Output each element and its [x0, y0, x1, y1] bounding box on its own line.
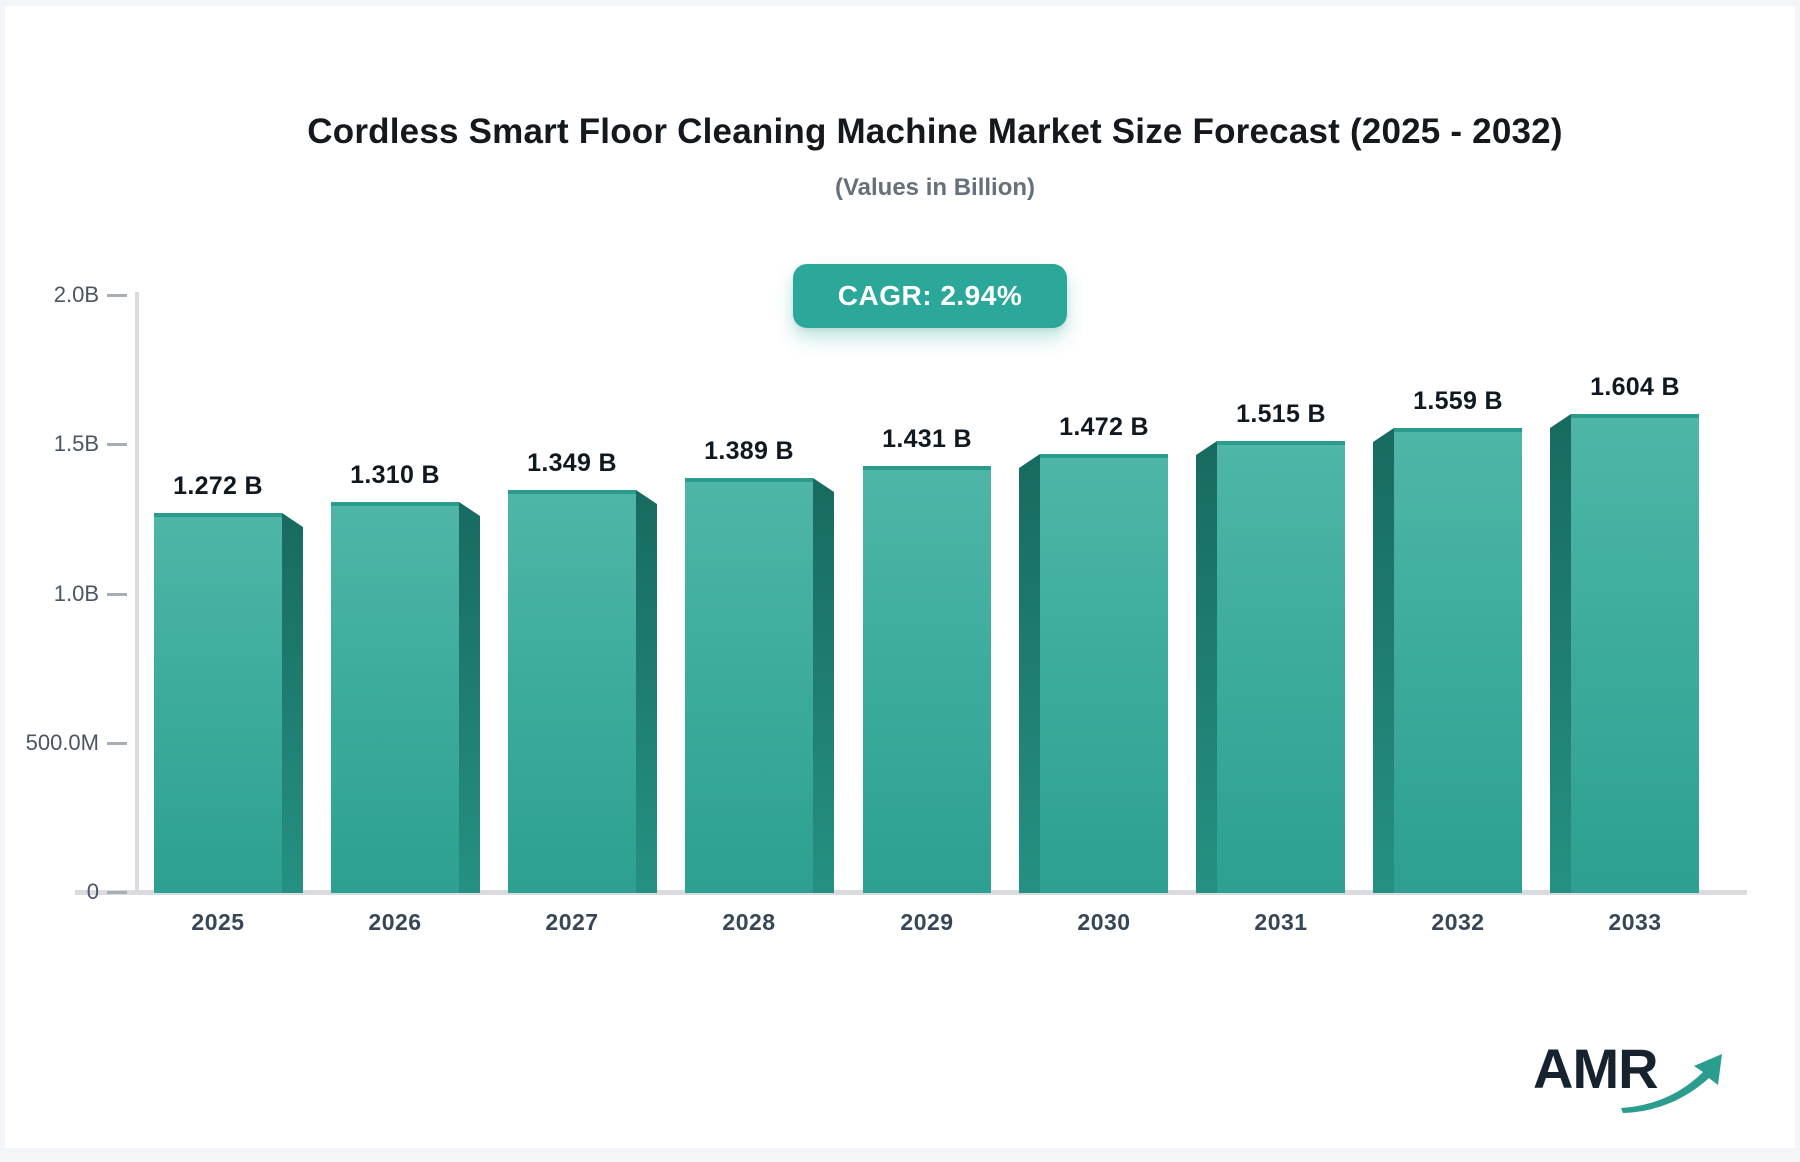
bar-top-edge: [685, 478, 813, 482]
y-axis-tick: [107, 891, 127, 894]
plot-area: 2.0B 1.5B 1.0B 500.0M 0 1.272 B 2025 1.310 B 202…: [5, 6, 1800, 1162]
bar-value-label: 1.272 B: [173, 472, 263, 500]
x-axis-label: 2029: [900, 909, 954, 935]
y-axis-tick: [107, 742, 127, 745]
x-axis-label: 2027: [545, 909, 599, 935]
y-axis-tick: [107, 443, 127, 446]
bar-top-edge: [508, 490, 636, 494]
bar-side-face: [636, 490, 657, 893]
amr-logo: AMR: [1533, 1036, 1723, 1126]
bar-top-edge: [154, 513, 282, 517]
bar-top-edge: [1571, 414, 1699, 418]
bar-side-face: [459, 502, 480, 893]
bar: [508, 490, 636, 893]
y-axis-tick: [107, 294, 127, 297]
bar-side-face: [1550, 414, 1571, 893]
x-axis-label: 2026: [368, 909, 422, 935]
bar-side-face: [813, 478, 834, 893]
y-axis-tick-label: 1.0B: [53, 581, 99, 606]
bar: [331, 502, 459, 893]
x-axis-label: 2028: [722, 909, 776, 935]
y-axis-tick-label: 1.5B: [53, 431, 99, 456]
bar-top-edge: [331, 502, 459, 506]
bar: [1217, 441, 1345, 893]
x-axis-label: 2025: [191, 909, 245, 935]
y-axis-tick-label: 0: [86, 879, 99, 904]
bar-top-edge: [1040, 454, 1168, 458]
bar-side-face: [1019, 454, 1040, 893]
cagr-label: CAGR: 2.94%: [837, 280, 1023, 311]
bar-top-edge: [863, 466, 991, 470]
chart-card: Cordless Smart Floor Cleaning Machine Ma…: [5, 6, 1795, 1148]
chart-title: Cordless Smart Floor Cleaning Machine Ma…: [307, 112, 1563, 151]
bar-value-label: 1.515 B: [1236, 400, 1326, 428]
x-axis-label: 2033: [1608, 909, 1662, 935]
bar-side-face: [282, 513, 303, 893]
bar-top-edge: [1394, 428, 1522, 432]
growth-arrow-icon: [1621, 1054, 1722, 1113]
cagr-badge: CAGR: 2.94%: [793, 264, 1067, 328]
bar-top-edge: [1217, 441, 1345, 445]
y-axis-line: [135, 292, 139, 894]
bar: [1571, 414, 1699, 893]
y-axis-tick-label: 500.0M: [25, 730, 99, 755]
x-axis-label: 2031: [1254, 909, 1308, 935]
bar: [685, 478, 813, 893]
chart-subtitle: (Values in Billion): [834, 174, 1036, 201]
bar-value-label: 1.472 B: [1059, 413, 1149, 441]
bar-value-label: 1.349 B: [527, 449, 617, 477]
bar-value-label: 1.604 B: [1590, 373, 1680, 401]
y-axis-tick: [107, 593, 127, 596]
bar-value-label: 1.431 B: [882, 425, 972, 453]
bar: [1394, 428, 1522, 893]
bar: [154, 513, 282, 893]
y-axis-tick-label: 2.0B: [53, 282, 99, 307]
x-axis-label: 2032: [1431, 909, 1485, 935]
bar-side-face: [1373, 428, 1394, 893]
bar-side-face: [1196, 441, 1217, 893]
bar: [1040, 454, 1168, 893]
amr-logo-text: AMR: [1533, 1037, 1659, 1100]
bar-value-label: 1.310 B: [350, 461, 440, 489]
bar: [863, 466, 991, 893]
bar-value-label: 1.389 B: [704, 437, 794, 465]
x-axis-label: 2030: [1077, 909, 1131, 935]
bar-value-label: 1.559 B: [1413, 387, 1503, 415]
